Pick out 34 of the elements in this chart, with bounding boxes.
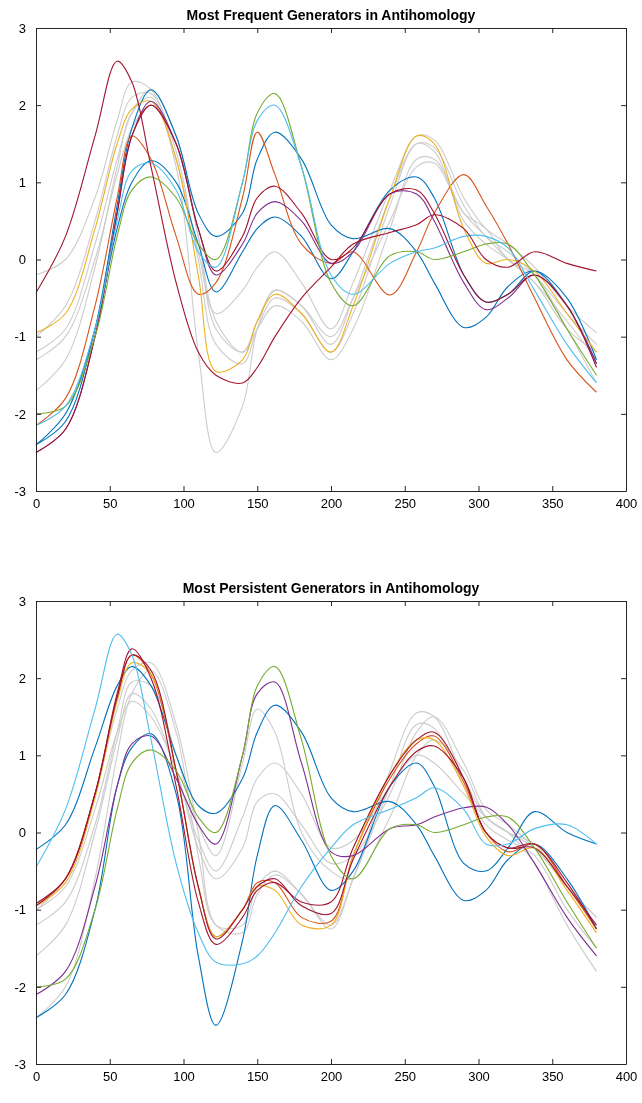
x-tick-label: 100 xyxy=(173,1069,195,1085)
y-tick-label: 1 xyxy=(18,174,26,190)
x-tick-label: 400 xyxy=(615,1069,638,1085)
x-tick-label: 300 xyxy=(468,496,490,512)
x-tick-label: 100 xyxy=(173,496,195,512)
y-tick-label: 2 xyxy=(18,97,26,113)
y-tick-label: 3 xyxy=(18,20,26,36)
y-tick-label: 2 xyxy=(18,670,26,686)
chart-title: Most Persistent Generators in Antihomology xyxy=(182,580,480,596)
x-tick-label: 150 xyxy=(246,1069,269,1085)
x-tick-label: 250 xyxy=(394,496,417,512)
chart-title: Most Frequent Generators in Antihomology xyxy=(186,7,476,23)
x-tick-label: 400 xyxy=(615,496,638,512)
x-tick-label: 0 xyxy=(32,496,41,512)
x-tick-label: 200 xyxy=(320,1069,343,1085)
x-tick-label: 350 xyxy=(541,496,564,512)
y-tick-label: -3 xyxy=(14,483,26,499)
y-tick-label: -2 xyxy=(14,979,26,995)
y-tick-label: 3 xyxy=(18,593,26,609)
y-tick-label: -3 xyxy=(14,1056,26,1072)
x-tick-label: 50 xyxy=(103,496,118,512)
y-tick-label: -1 xyxy=(14,329,26,345)
x-tick-label: 200 xyxy=(320,496,343,512)
y-tick-label: 0 xyxy=(18,252,26,268)
x-tick-label: 300 xyxy=(468,1069,490,1085)
y-tick-label: 0 xyxy=(18,825,26,841)
y-tick-label: 1 xyxy=(18,747,26,763)
x-tick-label: 150 xyxy=(246,496,269,512)
y-tick-label: -2 xyxy=(14,406,26,422)
x-tick-label: 50 xyxy=(103,1069,118,1085)
y-tick-label: -1 xyxy=(14,902,26,918)
x-tick-label: 350 xyxy=(541,1069,564,1085)
x-tick-label: 250 xyxy=(394,1069,417,1085)
x-tick-label: 0 xyxy=(32,1069,41,1085)
